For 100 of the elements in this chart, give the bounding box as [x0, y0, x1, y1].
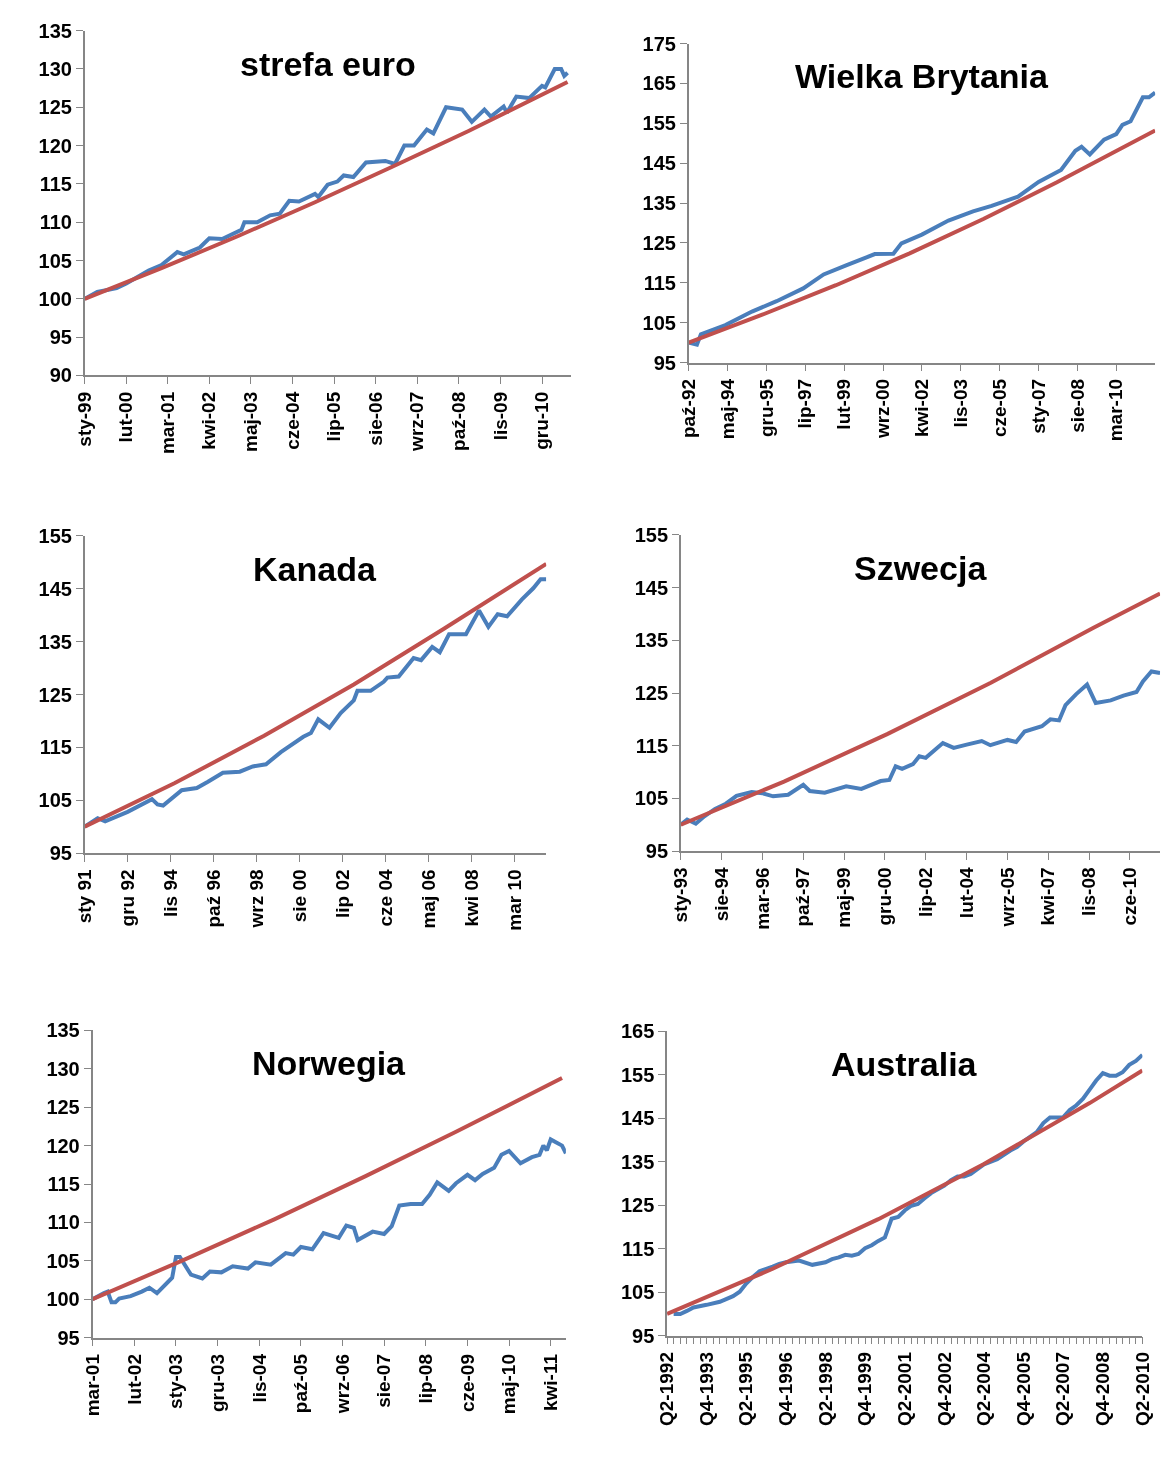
line-series	[680, 669, 1161, 827]
x-tick-label: wrz-07	[406, 391, 428, 452]
x-tick-label: kwi-02	[911, 378, 933, 438]
x-tick-label: Q2-1998	[814, 1352, 836, 1426]
x-tick-label: lut-04	[955, 867, 977, 919]
x-tick-label: lut-99	[833, 378, 855, 430]
y-tick-label: 105	[38, 249, 72, 272]
y-tick-label: 115	[39, 172, 72, 195]
y-tick-label: 110	[47, 1211, 80, 1234]
x-tick-label: paź-05	[290, 1353, 312, 1414]
x-tick-label: sie-08	[1066, 378, 1088, 433]
y-tick-label: 155	[620, 1063, 655, 1086]
y-tick-label: 95	[49, 326, 72, 349]
y-tick-label: 130	[38, 58, 72, 80]
x-tick-label: paź 96	[202, 869, 224, 928]
x-tick-label: lis-03	[949, 378, 971, 428]
x-tick-label: sty 91	[73, 869, 95, 924]
x-tick-label: mar-01	[156, 391, 178, 455]
x-tick-label: sie 00	[288, 869, 310, 923]
x-tick-label: lis-04	[248, 1353, 270, 1403]
x-tick-label: sty-07	[1027, 378, 1049, 434]
x-tick-label: Q4-2008	[1092, 1352, 1114, 1426]
x-tick-label: sty-99	[73, 391, 95, 447]
x-tick-label: Q4-1996	[775, 1352, 797, 1426]
y-tick-label: 95	[49, 842, 72, 865]
y-tick-label: 120	[46, 1134, 80, 1157]
y-tick-label: 165	[620, 1020, 655, 1043]
x-tick-label: lut-02	[123, 1354, 145, 1405]
x-tick-label: sty-03	[165, 1354, 187, 1409]
x-tick-label: maj 06	[417, 869, 439, 929]
y-tick-label: 155	[634, 523, 669, 546]
y-tick-label: 135	[46, 1019, 80, 1042]
y-tick-label: 90	[49, 364, 72, 387]
x-tick-label: mar 10	[503, 869, 525, 931]
x-tick-label: wrz-00	[872, 378, 894, 440]
y-tick-label: 125	[46, 1096, 80, 1119]
line-series	[92, 1137, 566, 1305]
x-tick-label: paź-08	[448, 391, 470, 451]
y-tick-label: 115	[643, 271, 676, 294]
y-tick-label: 175	[642, 32, 676, 55]
x-tick-label: Q4-1999	[854, 1352, 876, 1426]
x-tick-label: Q2-2010	[1131, 1352, 1153, 1426]
y-tick-label: 145	[642, 152, 676, 175]
x-tick-label: gru 92	[116, 869, 138, 927]
chart-title: Australia	[831, 1045, 978, 1083]
line-series	[680, 591, 1161, 827]
y-tick-label: 110	[39, 211, 72, 234]
y-tick-label: 135	[38, 19, 72, 42]
y-tick-label: 135	[634, 629, 669, 652]
x-tick-label: maj-10	[498, 1354, 520, 1415]
y-tick-label: 155	[38, 524, 72, 547]
y-tick-label: 105	[46, 1249, 80, 1272]
chart-title: Szwecja	[854, 549, 988, 587]
x-tick-label: lut-00	[115, 391, 137, 443]
x-tick-label: gru-03	[206, 1354, 228, 1413]
chart-title: strefa euro	[240, 45, 416, 83]
y-tick-label: 125	[38, 683, 72, 706]
x-tick-label: lip-02	[914, 867, 936, 918]
x-tick-label: mar-96	[751, 867, 773, 930]
line-series	[688, 128, 1156, 345]
x-tick-label: maj-94	[716, 378, 738, 440]
x-tick-label: wrz 98	[245, 869, 267, 929]
x-tick-label: paź-97	[792, 867, 814, 927]
y-tick-label: 105	[620, 1281, 655, 1304]
x-tick-label: Q2-2007	[1052, 1352, 1074, 1426]
y-tick-label: 135	[38, 630, 72, 653]
x-tick-label: gru-95	[755, 378, 777, 438]
x-tick-label: kwi-11	[539, 1353, 561, 1412]
y-tick-label: 165	[642, 72, 676, 95]
y-tick-label: 135	[620, 1150, 655, 1173]
y-tick-label: 105	[642, 311, 676, 334]
x-tick-label: maj-03	[239, 391, 261, 452]
y-tick-label: 100	[38, 287, 72, 310]
x-tick-label: wrz-06	[331, 1354, 353, 1415]
y-tick-label: 115	[39, 736, 72, 759]
y-tick-label: 105	[38, 789, 72, 812]
x-tick-label: cze-09	[456, 1354, 478, 1413]
chart-title: Norwegia	[252, 1044, 407, 1082]
x-tick-label: mar-10	[1105, 378, 1127, 442]
x-tick-label: lis-09	[489, 391, 511, 441]
x-tick-label: sie-94	[710, 867, 732, 922]
x-tick-label: wrz-05	[996, 867, 1018, 928]
y-tick-label: 100	[46, 1288, 80, 1311]
x-tick-label: sty-93	[669, 867, 691, 923]
x-tick-label: Q4-1993	[695, 1352, 717, 1426]
x-tick-label: Q2-2004	[973, 1351, 995, 1426]
chart-title: Kanada	[253, 550, 377, 588]
y-tick-label: 155	[642, 112, 676, 135]
x-tick-label: lis-08	[1078, 867, 1100, 917]
y-tick-label: 125	[620, 1194, 655, 1217]
x-tick-label: lip-97	[794, 378, 816, 429]
y-tick-label: 145	[620, 1107, 655, 1130]
x-tick-label: maj-99	[833, 867, 855, 928]
x-tick-label: Q2-2001	[893, 1351, 915, 1426]
x-tick-label: kwi-07	[1037, 867, 1059, 926]
x-tick-label: lip 02	[331, 869, 353, 919]
y-tick-label: 115	[635, 734, 669, 757]
x-tick-label: Q2-1995	[735, 1351, 757, 1426]
x-tick-label: lip-08	[414, 1354, 436, 1404]
x-tick-label: paź-92	[677, 378, 699, 439]
